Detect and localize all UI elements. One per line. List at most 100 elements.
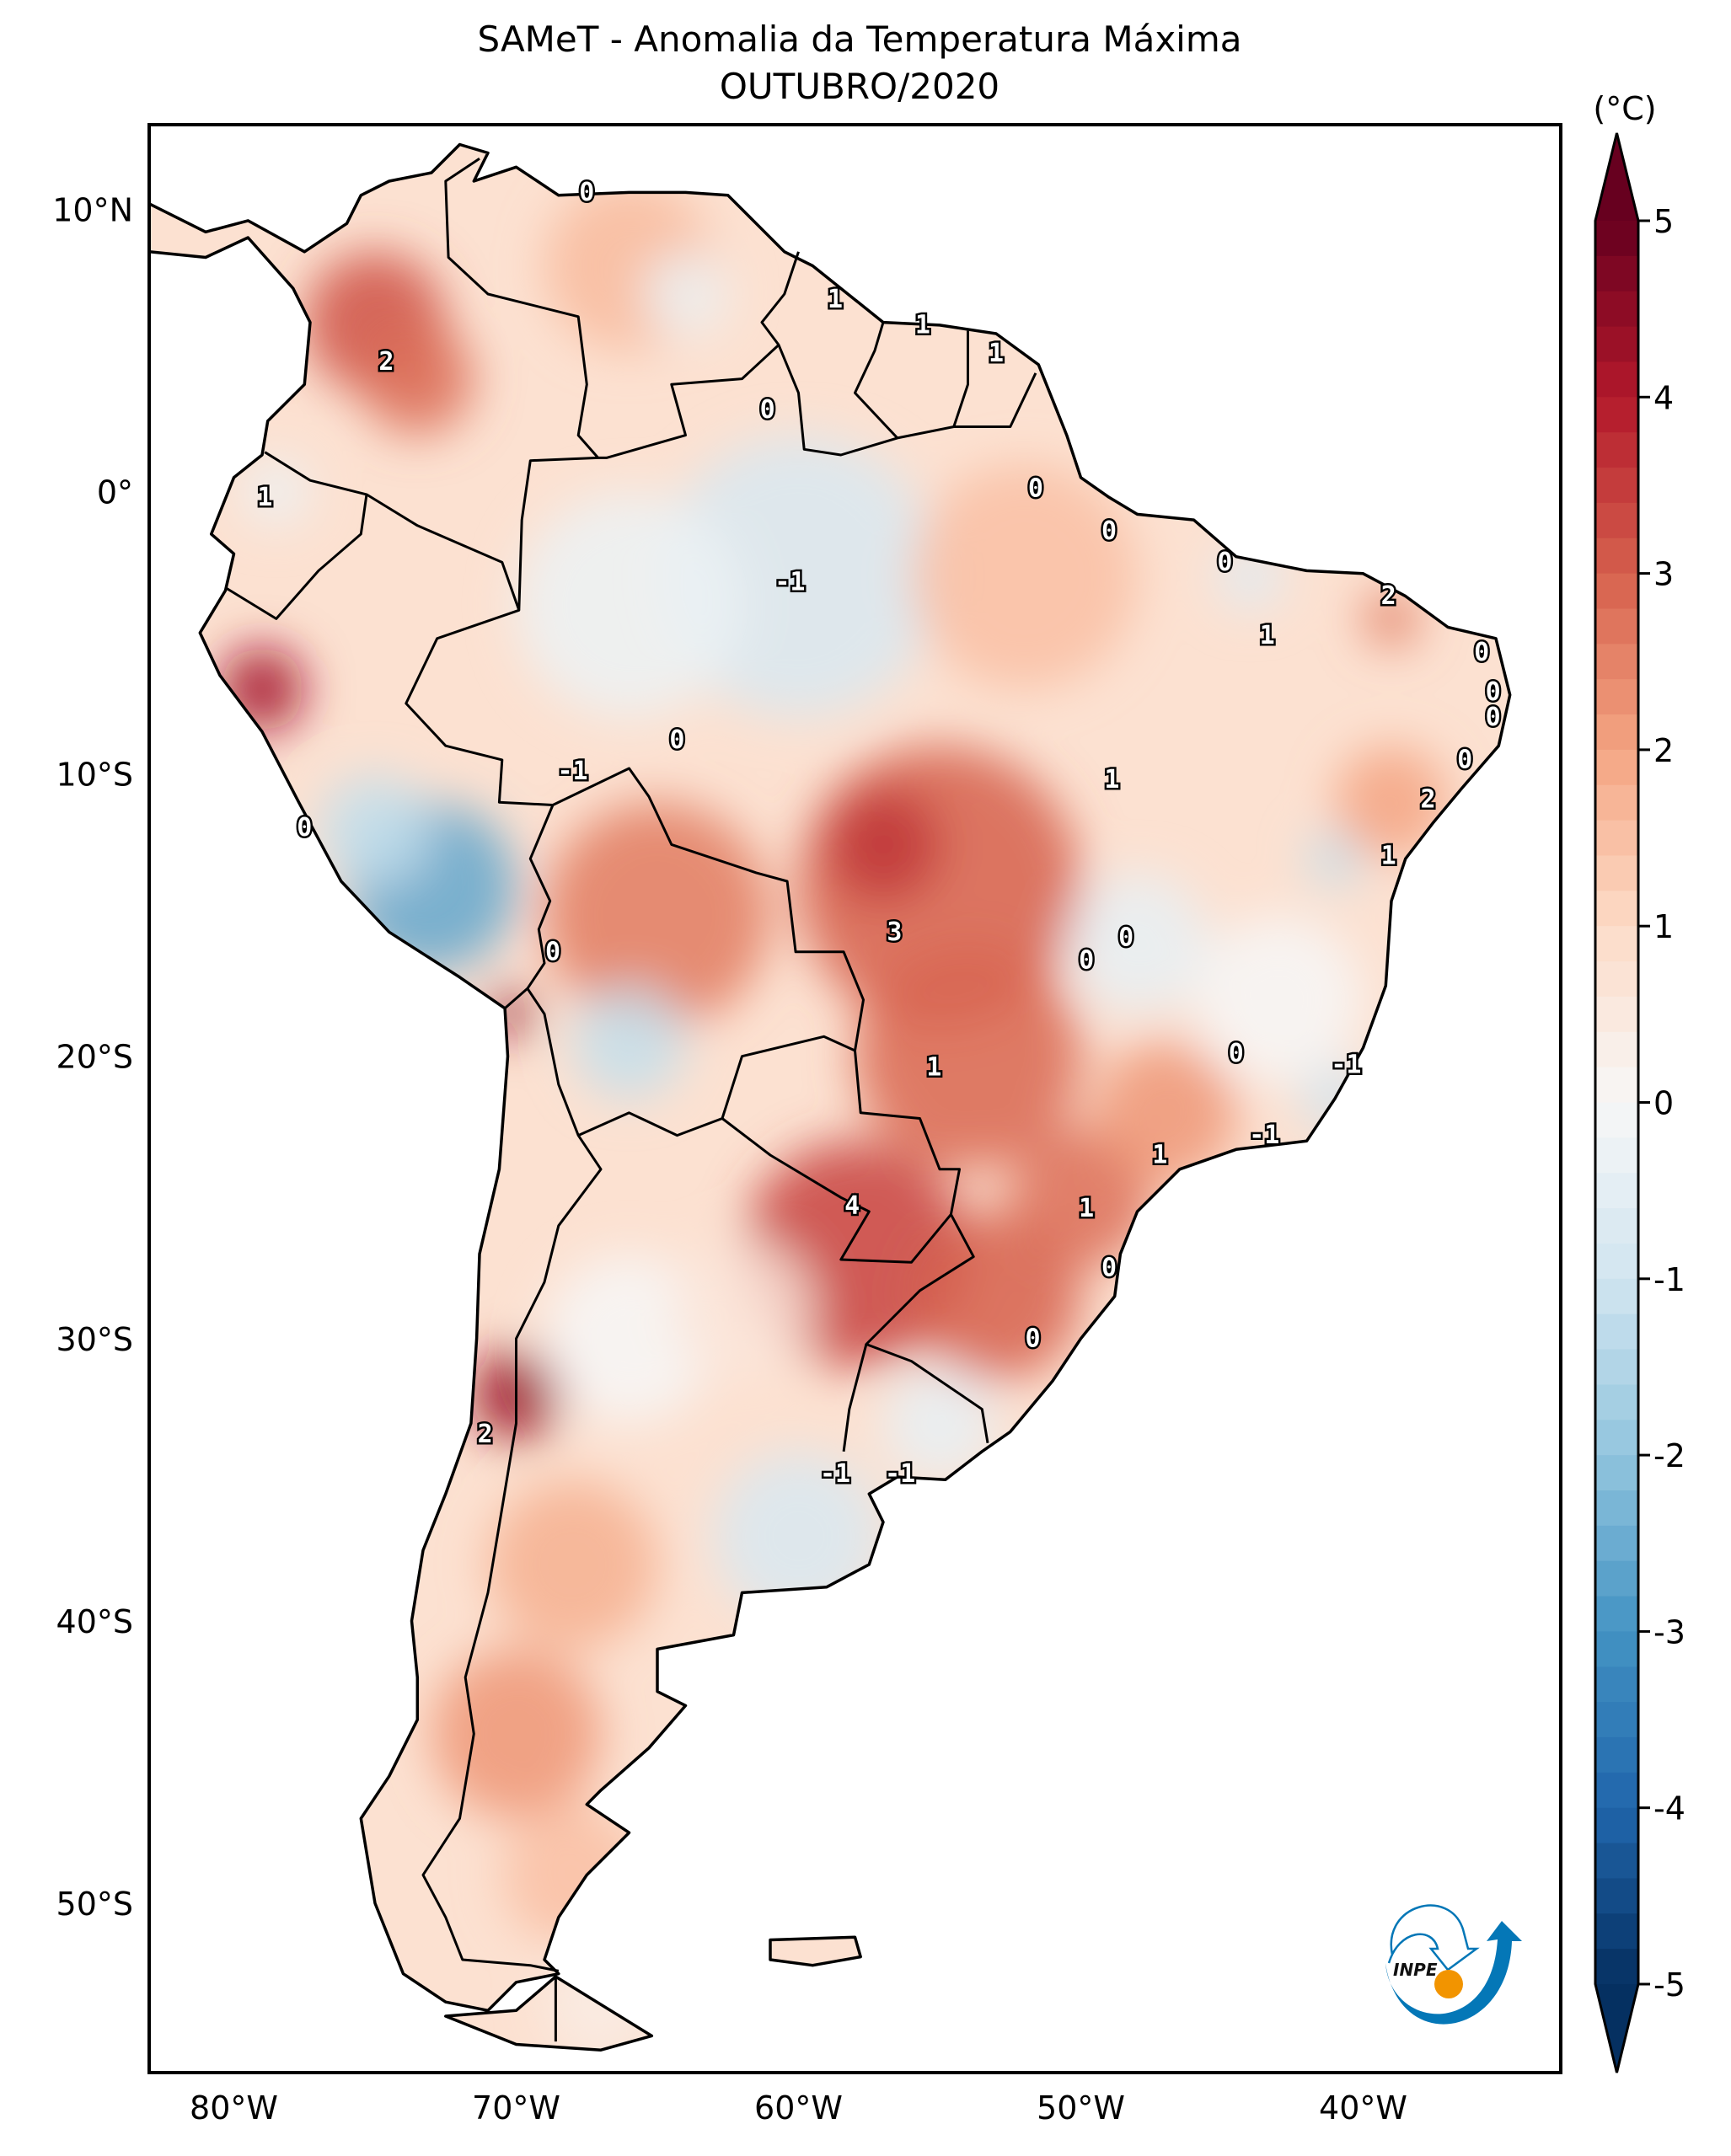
colorbar-segment — [1595, 1772, 1638, 1809]
colorbar-segment — [1595, 291, 1638, 328]
anomaly-hotspot — [1095, 1042, 1236, 1184]
colorbar-segment — [1595, 1173, 1638, 1210]
colorbar-segment — [1595, 855, 1638, 892]
colorbar-segment — [1595, 644, 1638, 681]
contour-label: 0 — [1217, 548, 1232, 577]
colorbar-segment — [1595, 1031, 1638, 1068]
x-tick-label: 80°W — [190, 2089, 278, 2127]
country-borders — [224, 157, 1037, 2042]
contour-label: 0 — [1474, 638, 1489, 667]
contour-label: 0 — [297, 813, 312, 843]
anomaly-hotspot — [911, 463, 1138, 690]
colorbar-tick-label: 1 — [1653, 908, 1674, 945]
contour-label: 0 — [1079, 945, 1094, 975]
anomaly-hotspot — [572, 985, 686, 1099]
colorbar-tick-label: 4 — [1653, 379, 1674, 416]
y-tick-label: 10°S — [56, 757, 133, 794]
x-axis-ticks: 80°W 70°W 60°W 50°W 40°W — [190, 2089, 1407, 2127]
anomaly-hotspot — [827, 788, 940, 901]
colorbar-segment — [1595, 608, 1638, 645]
contour-label: 2 — [378, 347, 394, 377]
colorbar-segment — [1595, 502, 1638, 539]
contour-label: 0 — [1118, 923, 1133, 953]
anomaly-hotspot — [501, 1804, 644, 1946]
contour-label: 0 — [1457, 745, 1472, 774]
colorbar-segment — [1595, 1878, 1638, 1915]
contour-label: 0 — [1486, 703, 1501, 732]
colorbar-segment — [1595, 432, 1638, 469]
contour-label: 0 — [1101, 1254, 1117, 1283]
colorbar-segment — [1595, 1666, 1638, 1704]
anomaly-hotspot — [1306, 830, 1364, 887]
colorbar-segment — [1595, 1067, 1638, 1104]
contour-label: 1 — [1260, 621, 1275, 650]
colorbar-segment — [1595, 1243, 1638, 1280]
colorbar-segment — [1595, 1560, 1638, 1597]
anomaly-hotspot — [319, 773, 431, 887]
colorbar-segment — [1595, 961, 1638, 998]
colorbar-segment — [1595, 1843, 1638, 1880]
colorbar-segment — [1595, 1384, 1638, 1421]
x-tick-label: 70°W — [472, 2089, 560, 2127]
chart-subtitle: OUTUBRO/2020 — [719, 66, 1000, 107]
anomaly-hotspot — [242, 457, 310, 526]
contour-label: 1 — [926, 1053, 941, 1083]
colorbar-tick-label: -1 — [1653, 1261, 1685, 1298]
colorbar-segment — [1595, 1278, 1638, 1315]
border-line — [224, 494, 368, 620]
contour-label: -1 — [1331, 1050, 1361, 1079]
colorbar-segment — [1595, 255, 1638, 292]
contour-label: 1 — [257, 483, 272, 512]
contour-label: 1 — [1079, 1194, 1094, 1223]
anomaly-hotspot — [431, 1649, 601, 1819]
colorbar-segment — [1595, 1137, 1638, 1174]
contour-label: 1 — [989, 339, 1004, 368]
colorbar-tick-label: -2 — [1653, 1437, 1685, 1474]
colorbar-segment — [1595, 784, 1638, 821]
colorbar-segment — [1595, 1455, 1638, 1491]
anomaly-hotspot — [516, 491, 742, 718]
colorbar-segment — [1595, 1208, 1638, 1244]
y-tick-label: 10°N — [52, 192, 133, 229]
border-line — [854, 322, 898, 439]
x-tick-label: 40°W — [1319, 2089, 1407, 2127]
anomaly-hotspot — [544, 1945, 657, 2051]
colorbar-segment — [1595, 820, 1638, 857]
chart-title: SAMeT - Anomalia da Temperatura Máxima — [477, 19, 1242, 60]
anomaly-hotspot — [855, 943, 1081, 1169]
colorbar-tick-label: 2 — [1653, 732, 1674, 769]
anomaly-hotspot — [883, 1367, 996, 1480]
x-tick-label: 50°W — [1037, 2089, 1125, 2127]
contour-label: 2 — [478, 1420, 493, 1449]
colorbar-tick-label: 5 — [1653, 203, 1674, 240]
colorbar-segment — [1595, 891, 1638, 928]
colorbar-segment — [1595, 926, 1638, 963]
colorbar-segment — [1595, 1596, 1638, 1633]
contour-label: -1 — [774, 567, 805, 597]
colorbar-segment — [1595, 221, 1638, 257]
border-line — [444, 157, 599, 459]
anomaly-hotspot — [911, 1212, 1081, 1382]
contour-label: 3 — [887, 918, 902, 947]
border-line — [952, 330, 969, 427]
colorbar-segment — [1595, 996, 1638, 1033]
y-tick-label: 20°S — [56, 1039, 133, 1076]
anomaly-hotspot — [1193, 915, 1364, 1085]
colorbar-extend-max — [1595, 133, 1638, 221]
anomaly-hotspot — [671, 1239, 813, 1382]
contour-label: 0 — [760, 395, 775, 425]
contour-label: -1 — [820, 1459, 850, 1489]
anomaly-hotspot — [219, 646, 305, 732]
border-line — [842, 1344, 868, 1452]
contour-label: 1 — [1381, 841, 1396, 870]
colorbar-segment — [1595, 1702, 1638, 1738]
anomaly-hotspot — [488, 1479, 657, 1650]
colorbar-segment — [1595, 1490, 1638, 1527]
contour-label: 0 — [579, 178, 594, 207]
colorbar-unit-label: (°C) — [1593, 90, 1656, 127]
contour-label: 1 — [915, 310, 930, 340]
contour-label: 2 — [1381, 581, 1396, 611]
y-tick-label: 40°S — [56, 1603, 133, 1640]
colorbar-tick-label: -3 — [1653, 1613, 1685, 1650]
